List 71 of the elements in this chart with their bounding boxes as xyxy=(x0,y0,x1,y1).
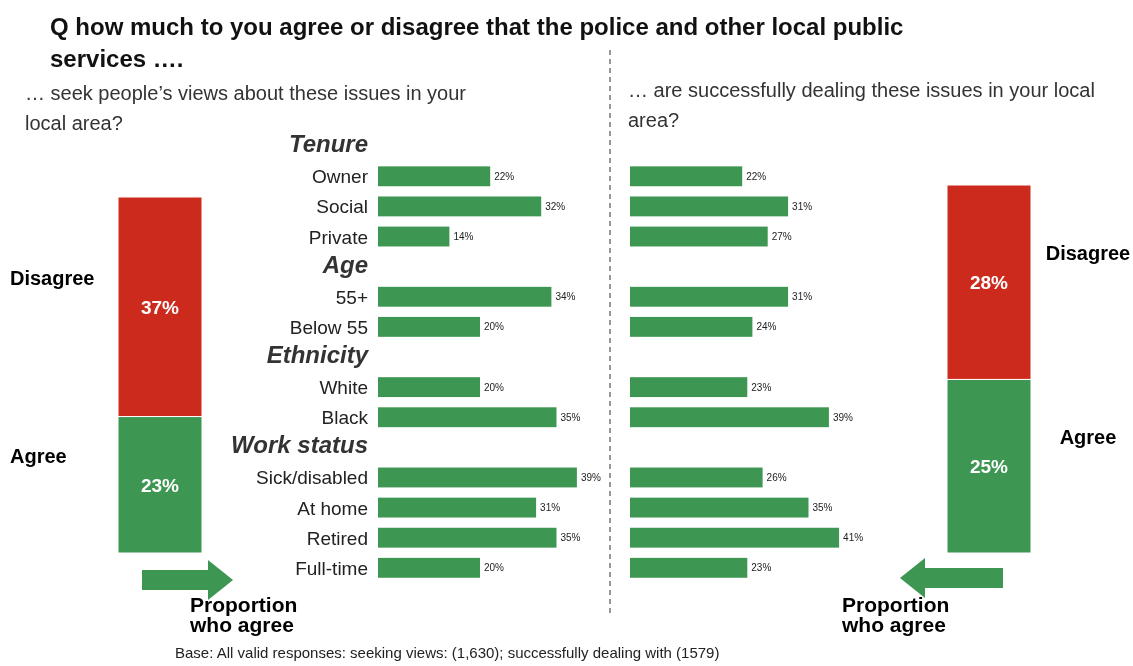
bar xyxy=(630,407,829,428)
y-tick-label: Ethnicity xyxy=(266,341,370,368)
bar xyxy=(630,286,789,307)
y-tick-label: Below 55 xyxy=(289,316,368,338)
data-label: 23% xyxy=(751,381,772,393)
data-label: 28% xyxy=(969,272,1009,294)
data-label: 39% xyxy=(580,471,602,483)
data-label: 20% xyxy=(484,562,505,574)
bar xyxy=(630,316,753,337)
y-tick-label: At home xyxy=(297,497,368,519)
data-label: 39% xyxy=(832,411,854,423)
bar xyxy=(378,377,480,398)
data-label: 22% xyxy=(746,170,767,182)
data-label: 31% xyxy=(792,291,813,303)
text: Proportion who agree xyxy=(189,593,298,636)
bar xyxy=(630,377,748,398)
bar xyxy=(378,196,542,217)
bar xyxy=(378,286,552,307)
text: Agree xyxy=(10,444,67,467)
bar xyxy=(378,497,537,518)
data-label: 25% xyxy=(969,456,1009,478)
y-tick-label: White xyxy=(319,377,368,399)
text: Proportion who agree xyxy=(841,593,950,636)
data-label: 14% xyxy=(453,231,474,243)
data-label: 31% xyxy=(540,502,561,514)
data-label: 22% xyxy=(494,170,515,182)
chart-title: Q how much to you agree or disagree that the police and other local public services …. xyxy=(50,13,904,72)
data-label: 20% xyxy=(484,381,505,393)
y-tick-label: Private xyxy=(308,226,368,248)
y-tick-label: Owner xyxy=(312,166,369,188)
data-label: 35% xyxy=(812,502,833,514)
data-label: 34% xyxy=(555,291,576,303)
series-label: Disagree xyxy=(10,266,95,289)
y-tick-label: Age xyxy=(321,250,368,278)
y-tick-label: Social xyxy=(316,196,368,218)
y-tick-label: Retired xyxy=(306,527,368,549)
bar xyxy=(378,226,450,247)
bar xyxy=(378,166,491,187)
bar xyxy=(378,557,480,578)
data-label: 26% xyxy=(766,471,787,483)
bar xyxy=(630,467,763,488)
y-tick-label: 55+ xyxy=(335,286,368,308)
bar xyxy=(630,226,768,247)
bar xyxy=(630,196,789,217)
bar xyxy=(630,557,748,578)
data-label: 23% xyxy=(140,474,180,496)
bar xyxy=(378,527,557,548)
data-label: 41% xyxy=(843,532,864,544)
bar xyxy=(630,166,743,187)
series-label: Agree xyxy=(1059,426,1117,449)
data-label: 20% xyxy=(484,321,505,333)
y-tick-label: Sick/disabled xyxy=(256,467,368,489)
data-label: 31% xyxy=(792,200,813,212)
y-tick-label: Full-time xyxy=(295,557,368,579)
series-label: Disagree xyxy=(1045,242,1131,265)
bar xyxy=(630,497,809,518)
data-label: 35% xyxy=(560,532,581,544)
text: Base: All valid responses: seeking views: (1,630); successfully dealing with (1579) xyxy=(175,644,720,661)
y-tick-label: Work status xyxy=(231,431,368,459)
data-label: 24% xyxy=(756,321,777,333)
data-label: 37% xyxy=(140,296,180,318)
data-label: 35% xyxy=(560,411,581,423)
bar xyxy=(630,527,840,548)
data-label: 27% xyxy=(771,231,792,243)
bar xyxy=(378,316,480,337)
bar xyxy=(378,467,577,488)
chart-subtitle: … are successfully dealing these issues in your local area? xyxy=(628,79,1095,131)
bar xyxy=(378,407,557,428)
y-tick-label: Black xyxy=(321,407,369,429)
data-label: 23% xyxy=(751,562,772,574)
data-label: 32% xyxy=(545,200,566,212)
